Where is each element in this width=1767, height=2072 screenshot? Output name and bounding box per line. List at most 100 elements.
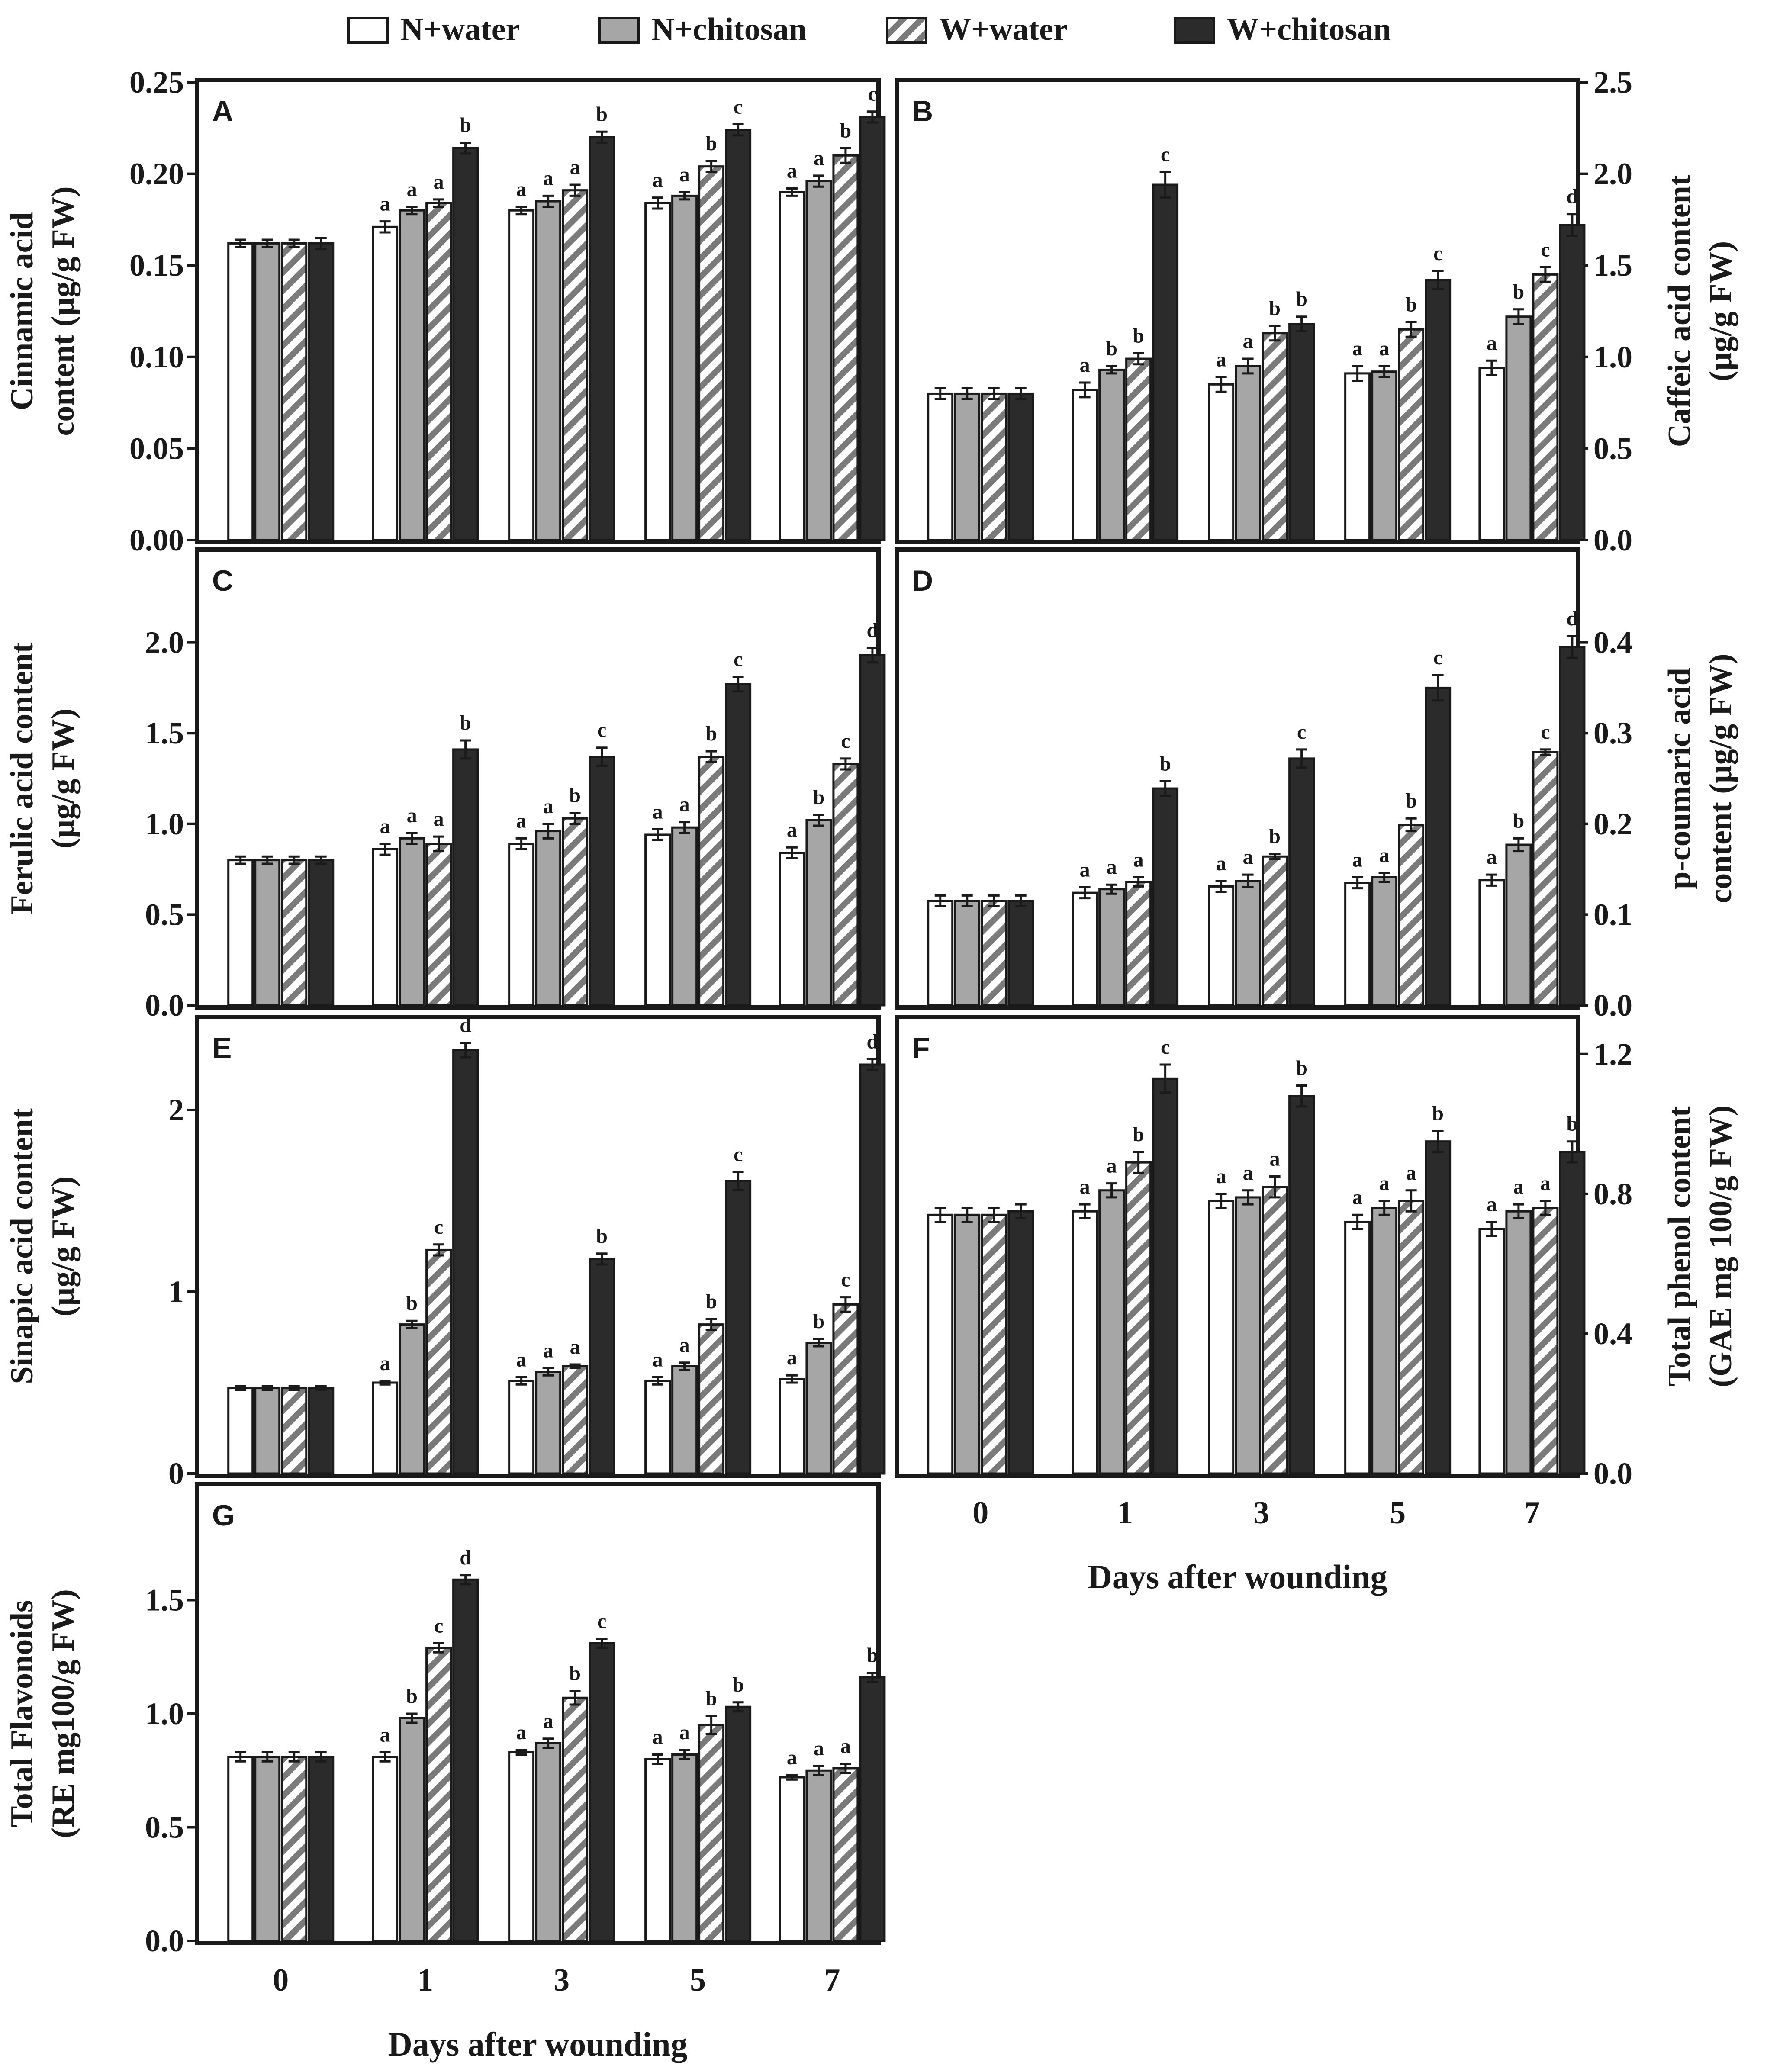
- y-tick-label: 0.00: [129, 523, 184, 557]
- panel-f: F 0.0 0.4 0.8 1.2 Total phenol content (GAE mg…: [895, 1015, 1738, 1531]
- y-tick-label: 0.2: [1593, 807, 1632, 841]
- significance-letter: a: [434, 171, 444, 193]
- bar-black-day7: [859, 1063, 886, 1475]
- bar-black-day5: [725, 1180, 752, 1475]
- significance-letter: b: [406, 1292, 418, 1315]
- bar-gray-day7: [1505, 315, 1532, 541]
- bar-gray-day0: [954, 392, 981, 541]
- y-tick-label: 0.0: [1593, 988, 1632, 1023]
- x-tick-label: 1: [1117, 1495, 1133, 1531]
- y-tick-label: 1.0: [1593, 340, 1632, 374]
- bar-hatch-day5: [698, 1323, 725, 1475]
- bar-hatch-day5: [698, 165, 725, 541]
- legend: N+water N+chitosan W+water W+chitosan: [347, 12, 1391, 47]
- y-tick-label: 0.3: [1593, 716, 1632, 750]
- significance-letter: a: [434, 808, 444, 830]
- y-tick-label: 0.10: [129, 340, 184, 374]
- significance-letter: b: [705, 1290, 717, 1313]
- bar-white-day1: [372, 1756, 399, 1942]
- y-axis-label-line: content (µg/g FW): [45, 187, 81, 436]
- significance-letter: a: [1513, 1175, 1524, 1198]
- significance-letter: b: [813, 1310, 825, 1333]
- y-axis-label: Cinnamic acid content (µg/g FW): [4, 187, 81, 436]
- significance-letter: d: [460, 1014, 471, 1037]
- bar-black-day1: [1152, 1077, 1179, 1475]
- bar-gray-day1: [399, 1323, 425, 1475]
- y-axis-label-line: content (µg/g FW): [1703, 654, 1738, 904]
- y-axis-label-line: Total phenol content: [1662, 1106, 1697, 1386]
- y-axis-label-line: (RE mg100/g FW): [45, 1589, 81, 1838]
- bar-black-day0: [308, 1756, 335, 1942]
- y-axis-label: Caffeic acid content (µg/g FW): [1662, 175, 1738, 447]
- significance-letter: b: [1513, 809, 1525, 832]
- bar-black-day7: [859, 654, 886, 1007]
- significance-letter: a: [543, 1339, 554, 1362]
- x-tick-label: 1: [417, 1963, 433, 1998]
- legend-swatch-gray: [598, 17, 640, 44]
- significance-letter: a: [1133, 848, 1144, 871]
- significance-letter: a: [407, 804, 417, 827]
- bar-white-day0: [927, 392, 954, 541]
- significance-letter: c: [841, 730, 850, 753]
- significance-letter: a: [787, 1346, 797, 1369]
- bar-white-day3: [508, 843, 535, 1007]
- significance-letter: b: [1296, 1056, 1307, 1079]
- bar-hatch-day1: [1125, 357, 1152, 541]
- significance-letter: b: [1432, 1102, 1444, 1125]
- significance-letter: c: [841, 1268, 850, 1291]
- bar-white-day7: [1478, 1228, 1505, 1475]
- bar-black-day0: [308, 859, 335, 1007]
- y-tick-label: 0: [168, 1456, 184, 1491]
- panel-d: D 0.0 0.1 0.2 0.3 0.4 p-coumaric acid content (…: [895, 547, 1738, 1023]
- bar-hatch-day0: [981, 1213, 1007, 1475]
- significance-letter: b: [867, 1644, 879, 1667]
- bar-gray-day1: [1098, 368, 1125, 541]
- significance-letter: a: [1406, 1161, 1416, 1184]
- panel-letter: F: [912, 1032, 930, 1065]
- significance-letter: a: [1352, 1186, 1363, 1209]
- significance-letter: a: [516, 809, 527, 832]
- bar-white-day0: [227, 859, 254, 1007]
- significance-letter: b: [813, 786, 825, 809]
- y-axis-label: Total Flavonoids (RE mg100/g FW): [4, 1589, 81, 1838]
- bar-gray-day3: [535, 830, 562, 1007]
- significance-letter: c: [434, 1216, 443, 1239]
- bar-white-day1: [1072, 389, 1098, 541]
- significance-letter: a: [653, 800, 663, 823]
- significance-letter: b: [1405, 293, 1417, 316]
- bar-gray-day5: [671, 1753, 698, 1942]
- y-tick-label: 1.0: [145, 807, 184, 841]
- bar-white-day7: [779, 1776, 805, 1942]
- bar-hatch-day3: [562, 189, 589, 541]
- significance-letter: c: [1161, 143, 1170, 166]
- y-axis-label-line: Sinapic acid content: [4, 1108, 40, 1384]
- bar-white-day3: [508, 1751, 535, 1942]
- significance-letter: a: [1243, 846, 1253, 869]
- significance-letter: c: [1297, 721, 1306, 743]
- significance-letter: a: [570, 1335, 580, 1358]
- bar-gray-day7: [805, 1769, 832, 1942]
- significance-letter: a: [516, 1348, 527, 1371]
- bar-white-day0: [227, 242, 254, 541]
- bar-white-day5: [644, 833, 671, 1007]
- bar-black-day7: [1559, 646, 1586, 1007]
- significance-letter: a: [380, 193, 390, 216]
- bar-hatch-day0: [281, 859, 308, 1007]
- bar-gray-day7: [1505, 843, 1532, 1007]
- bar-black-day7: [859, 1676, 886, 1942]
- y-tick-label: 0.5: [1593, 431, 1632, 466]
- y-axis-label-line: (µg/g FW): [45, 1176, 81, 1316]
- bar-gray-day0: [954, 900, 981, 1007]
- y-tick-label: 0.0: [1593, 1456, 1632, 1491]
- significance-letter: c: [597, 719, 606, 742]
- y-tick-label: 0.0: [1593, 523, 1632, 557]
- y-tick-label: 2: [168, 1093, 184, 1127]
- y-tick-label: 0.15: [129, 248, 184, 283]
- bar-hatch-day7: [832, 154, 859, 541]
- bar-white-day7: [779, 1378, 805, 1475]
- bar-gray-day5: [671, 826, 698, 1007]
- panel-letter: A: [212, 95, 233, 128]
- significance-letter: a: [1216, 852, 1226, 875]
